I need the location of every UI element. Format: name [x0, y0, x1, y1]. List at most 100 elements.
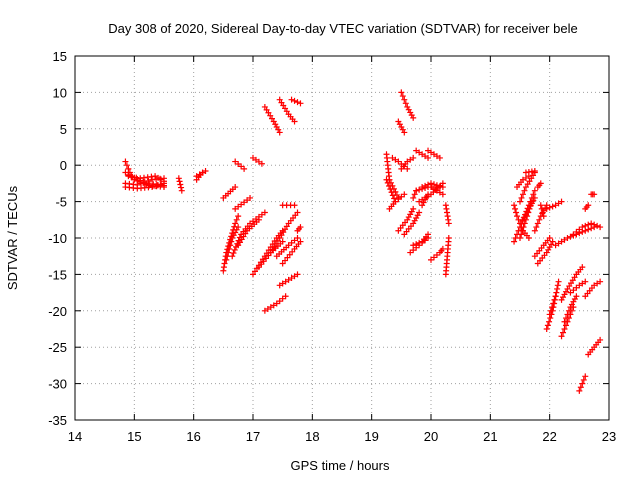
- data-point: [407, 211, 414, 218]
- data-point: [539, 209, 546, 216]
- data-point: [585, 221, 592, 228]
- data-point: [564, 235, 571, 241]
- data-point: [145, 178, 152, 185]
- data-point: [386, 183, 393, 189]
- x-tick-label: 19: [364, 429, 378, 444]
- data-point: [591, 191, 598, 198]
- data-point: [561, 291, 568, 298]
- data-point: [410, 154, 417, 161]
- data-point: [511, 202, 518, 209]
- data-point: [594, 222, 601, 229]
- data-point: [549, 238, 556, 245]
- data-point: [230, 250, 237, 257]
- data-point: [228, 238, 235, 245]
- data-point: [294, 99, 301, 106]
- data-point: [585, 202, 592, 209]
- data-point: [425, 231, 432, 238]
- data-point: [413, 187, 420, 194]
- y-tick-label: 15: [53, 49, 67, 64]
- data-point: [582, 222, 589, 229]
- data-point: [579, 380, 586, 387]
- data-point: [235, 213, 242, 220]
- x-tick-label: 14: [68, 429, 82, 444]
- data-point: [545, 246, 552, 253]
- y-tick-label: 0: [60, 158, 67, 173]
- data-point: [582, 278, 589, 285]
- data-point: [540, 213, 547, 220]
- data-point: [389, 192, 396, 199]
- data-point: [229, 253, 236, 260]
- data-point: [410, 205, 417, 212]
- data-point: [597, 224, 604, 231]
- data-point: [549, 203, 556, 210]
- data-point: [558, 198, 565, 205]
- data-point: [404, 165, 411, 172]
- data-point: [161, 178, 167, 185]
- y-axis-label: SDTVAR / TECUs: [5, 185, 20, 290]
- data-point: [273, 123, 280, 130]
- data-point: [178, 187, 185, 194]
- data-point: [297, 238, 304, 245]
- data-point: [258, 160, 265, 167]
- data-point: [530, 191, 537, 198]
- data-point: [544, 322, 551, 329]
- data-point: [543, 326, 550, 332]
- data-point: [175, 175, 182, 182]
- data-point: [129, 173, 136, 180]
- data-point: [152, 183, 159, 190]
- data-point: [291, 97, 298, 104]
- data-point: [553, 289, 560, 296]
- data-point: [388, 189, 395, 196]
- data-point: [122, 158, 129, 165]
- data-point: [414, 212, 421, 219]
- data-point: [551, 296, 558, 303]
- x-tick-label: 20: [424, 429, 438, 444]
- data-point: [511, 238, 518, 245]
- y-tick-label: -35: [48, 413, 67, 428]
- data-point: [560, 294, 567, 301]
- data-point: [582, 373, 589, 380]
- data-point: [225, 249, 232, 256]
- data-point: [570, 298, 577, 305]
- data-point: [396, 121, 403, 128]
- data-point: [520, 224, 527, 231]
- data-point: [546, 244, 553, 251]
- data-point: [537, 180, 544, 187]
- data-point: [282, 293, 289, 300]
- data-point: [552, 293, 559, 300]
- data-point: [512, 205, 519, 212]
- y-tick-label: 10: [53, 85, 67, 100]
- data-point: [395, 118, 402, 125]
- data-point: [410, 242, 417, 249]
- data-point: [294, 235, 301, 241]
- data-point: [568, 301, 575, 308]
- data-point: [439, 191, 446, 198]
- data-point: [125, 165, 132, 172]
- data-point: [384, 179, 391, 186]
- data-point: [537, 202, 544, 209]
- data-point: [439, 180, 446, 187]
- data-point: [519, 227, 526, 234]
- data-point: [177, 181, 184, 188]
- data-point: [531, 194, 538, 201]
- data-point: [546, 235, 553, 241]
- data-point: [272, 121, 279, 128]
- data-point: [445, 220, 452, 227]
- data-point: [123, 162, 130, 169]
- data-point: [597, 336, 604, 343]
- data-point: [149, 184, 156, 191]
- x-tick-label: 23: [602, 429, 616, 444]
- data-point: [534, 220, 541, 227]
- data-point: [288, 96, 295, 103]
- data-point: [405, 106, 412, 113]
- data-point: [425, 191, 432, 198]
- y-tick-label: 5: [60, 122, 67, 137]
- y-tick-label: -20: [48, 304, 67, 319]
- data-point: [391, 195, 398, 202]
- data-point: [294, 209, 301, 216]
- data-point: [548, 241, 555, 248]
- data-point: [554, 282, 561, 289]
- data-point: [546, 204, 553, 211]
- data-point: [579, 224, 586, 231]
- x-tick-labels: 14 15 16 17 18 19 20 21 22 23: [68, 429, 616, 444]
